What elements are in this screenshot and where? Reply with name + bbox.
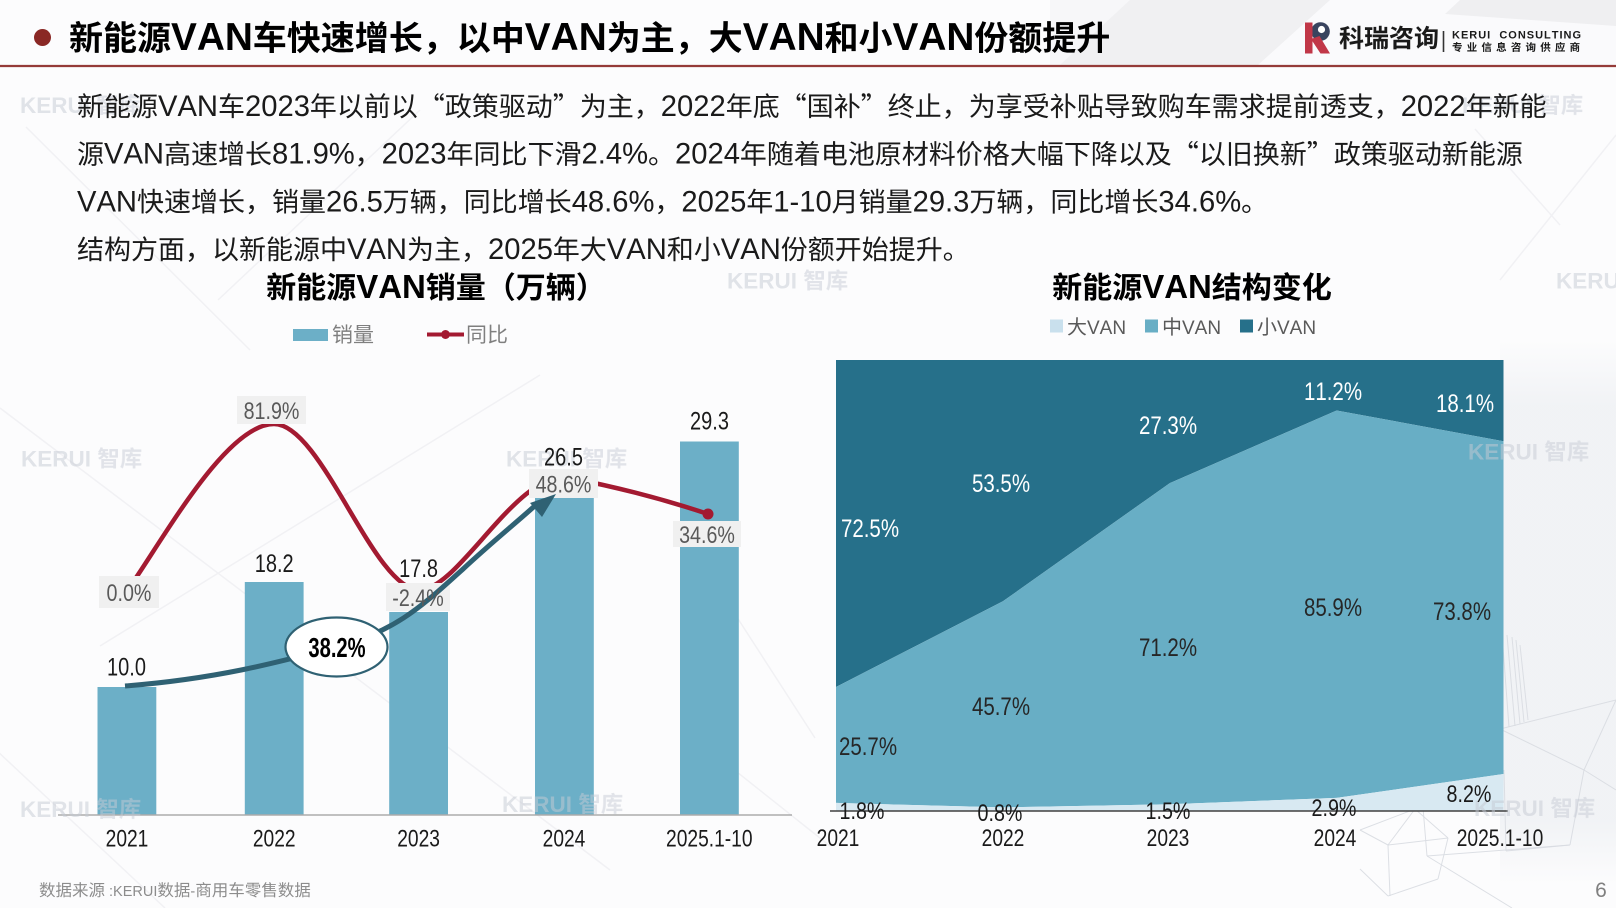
- svg-text:26.5: 26.5: [544, 444, 583, 472]
- svg-text:VAN: VAN: [1142, 268, 1212, 305]
- svg-text:VAN: VAN: [721, 234, 781, 266]
- svg-text:2023: 2023: [382, 139, 447, 171]
- svg-text:2023: 2023: [245, 91, 310, 123]
- svg-text:VAN: VAN: [1277, 318, 1316, 339]
- svg-text:2024: 2024: [543, 826, 586, 853]
- svg-text:2023: 2023: [397, 826, 440, 853]
- svg-text:10.0: 10.0: [107, 654, 146, 682]
- svg-text:KERUI: KERUI: [1474, 796, 1550, 821]
- svg-text:1.8%: 1.8%: [840, 798, 885, 825]
- svg-text:26.5: 26.5: [326, 186, 383, 218]
- svg-text:18.1%: 18.1%: [1436, 390, 1494, 418]
- svg-text:0.0%: 0.0%: [107, 580, 152, 607]
- svg-text:VAN: VAN: [104, 139, 164, 171]
- svg-text:2025.1-10: 2025.1-10: [666, 826, 753, 853]
- svg-text:KERUI CONSULTING: KERUI CONSULTING: [1452, 30, 1582, 42]
- svg-text:8.2%: 8.2%: [1447, 781, 1492, 808]
- svg-text:2025: 2025: [681, 186, 746, 218]
- svg-text:2022: 2022: [982, 825, 1025, 852]
- svg-text:2025.1-10: 2025.1-10: [1457, 825, 1544, 852]
- svg-text:VAN: VAN: [171, 16, 253, 59]
- svg-text:18.2: 18.2: [255, 550, 294, 578]
- svg-text:73.8%: 73.8%: [1433, 598, 1491, 626]
- svg-text:25.7%: 25.7%: [839, 733, 897, 761]
- svg-text:11.2%: 11.2%: [1304, 378, 1362, 406]
- svg-text:KERUI: KERUI: [502, 792, 578, 817]
- svg-text:VAN: VAN: [347, 234, 407, 266]
- svg-text:VAN: VAN: [77, 186, 137, 218]
- svg-text:VAN: VAN: [743, 16, 825, 59]
- svg-text:29.3: 29.3: [913, 186, 970, 218]
- svg-text:71.2%: 71.2%: [1139, 634, 1197, 662]
- svg-text:2022: 2022: [1401, 91, 1466, 123]
- svg-text:38.2%: 38.2%: [308, 632, 365, 663]
- svg-text:VAN: VAN: [1087, 318, 1126, 339]
- svg-text:1-10: 1-10: [773, 186, 831, 218]
- svg-text:2022: 2022: [661, 91, 726, 123]
- svg-text:VAN: VAN: [158, 91, 218, 123]
- svg-text:34.6%: 34.6%: [1158, 186, 1241, 218]
- svg-text:KERUI: KERUI: [20, 797, 96, 822]
- svg-text:72.5%: 72.5%: [841, 515, 899, 543]
- svg-text:27.3%: 27.3%: [1139, 412, 1197, 440]
- svg-text:81.9%: 81.9%: [244, 398, 300, 425]
- svg-text:17.8: 17.8: [399, 555, 438, 583]
- svg-text:VAN: VAN: [356, 268, 426, 305]
- svg-text:34.6%: 34.6%: [679, 522, 735, 549]
- svg-text:2.4%: 2.4%: [582, 139, 649, 171]
- svg-text:KERUI: KERUI: [1556, 269, 1616, 294]
- svg-text:2023: 2023: [1147, 825, 1190, 852]
- svg-text:2021: 2021: [817, 825, 860, 852]
- svg-text:48.6%: 48.6%: [572, 186, 655, 218]
- svg-text::KERUI: :KERUI: [105, 884, 157, 900]
- svg-text:2021: 2021: [106, 826, 149, 853]
- svg-text:KERUI: KERUI: [506, 447, 582, 472]
- svg-text:2.9%: 2.9%: [1312, 795, 1357, 822]
- svg-text:KERUI: KERUI: [727, 269, 803, 294]
- svg-text:KERUI: KERUI: [21, 447, 97, 472]
- svg-text:45.7%: 45.7%: [972, 693, 1030, 721]
- svg-text:2022: 2022: [253, 826, 296, 853]
- svg-text:85.9%: 85.9%: [1304, 594, 1362, 622]
- svg-text:2024: 2024: [1314, 825, 1357, 852]
- svg-text:2025: 2025: [488, 234, 553, 266]
- svg-text:1.5%: 1.5%: [1146, 798, 1191, 825]
- svg-text:6: 6: [1595, 879, 1607, 902]
- svg-text:2024: 2024: [675, 139, 740, 171]
- svg-text:29.3: 29.3: [690, 408, 729, 436]
- svg-text:48.6%: 48.6%: [536, 471, 592, 498]
- svg-text:VAN: VAN: [525, 16, 607, 59]
- svg-text:VAN: VAN: [1182, 318, 1221, 339]
- svg-text:VAN: VAN: [893, 16, 975, 59]
- svg-text:KERUI: KERUI: [1468, 440, 1544, 465]
- svg-text:-2.4%: -2.4%: [392, 585, 443, 612]
- svg-text:53.5%: 53.5%: [972, 470, 1030, 498]
- svg-text:-: -: [190, 884, 195, 900]
- svg-text:0.8%: 0.8%: [978, 800, 1023, 827]
- svg-text:VAN: VAN: [607, 234, 667, 266]
- svg-text:81.9%: 81.9%: [272, 139, 355, 171]
